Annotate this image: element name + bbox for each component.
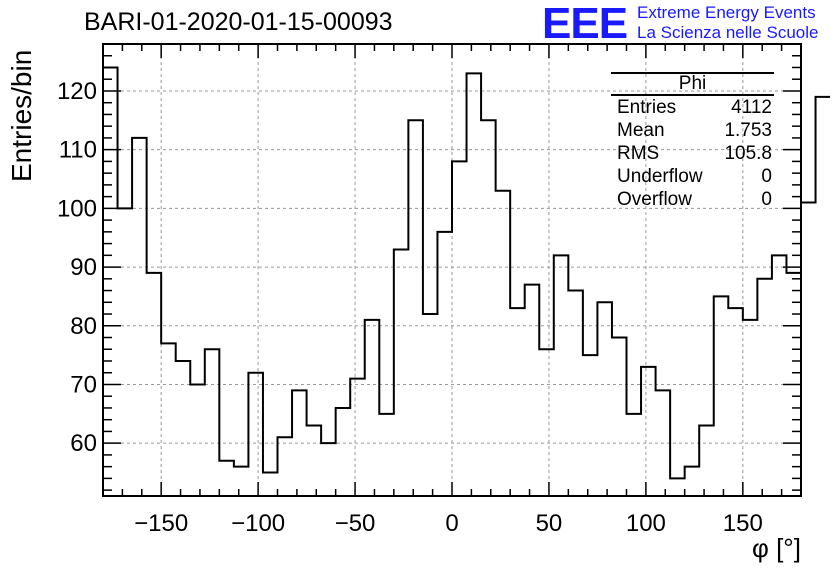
- y-tick-label: 100: [57, 195, 97, 222]
- x-tick-label: 50: [536, 510, 563, 537]
- x-tick-label: 0: [445, 510, 458, 537]
- stats-label: Mean: [617, 120, 665, 141]
- stats-label: Entries: [617, 97, 677, 118]
- logo-line-2: La Scienza nelle Scuole: [637, 23, 819, 42]
- stats-row: Mean 1.753: [611, 119, 774, 142]
- x-tick-label: −50: [335, 510, 376, 537]
- stats-title: Phi: [611, 72, 774, 96]
- x-tick-label: −100: [231, 510, 285, 537]
- y-tick-label: 60: [70, 430, 97, 457]
- stats-label: Overflow: [617, 189, 692, 210]
- logo-line-1: Extreme Energy Events: [637, 3, 816, 22]
- y-tick-label: 120: [57, 78, 97, 105]
- histogram-line: [103, 66, 831, 480]
- stats-row: Underflow 0: [611, 165, 774, 188]
- chart-title: BARI-01-2020-01-15-00093: [84, 8, 393, 36]
- y-axis-label: Entries/bin: [6, 49, 37, 182]
- y-tick-label: 70: [70, 371, 97, 398]
- y-tick-label: 80: [70, 313, 97, 340]
- stats-value: 105.8: [724, 143, 772, 164]
- stats-value: 0: [761, 189, 772, 210]
- stats-row: Overflow 0: [611, 188, 774, 211]
- stats-label: Underflow: [617, 166, 703, 187]
- axis-ticks: [102, 43, 802, 496]
- x-tick-label: 150: [723, 510, 763, 537]
- x-tick-label: 100: [626, 510, 666, 537]
- y-tick-label: 90: [70, 254, 97, 281]
- eee-logo: EEE: [542, 0, 628, 48]
- stats-value: 1.753: [724, 120, 772, 141]
- x-axis-label: φ [°]: [752, 533, 801, 563]
- stats-value: 4112: [731, 97, 772, 118]
- x-tick-label: −150: [134, 510, 188, 537]
- stats-value: 0: [761, 166, 772, 187]
- stats-box: Phi Entries 4112 Mean 1.753 RMS 105.8 Un…: [611, 72, 774, 211]
- stats-label: RMS: [617, 143, 660, 164]
- y-tick-label: 110: [59, 137, 97, 164]
- axis-tick-labels: −150 −100 −50 0 50 100 150 60 70 80 90 100 110 120: [57, 78, 763, 537]
- stats-row: RMS 105.8: [611, 142, 774, 165]
- stats-row: Entries 4112: [611, 96, 774, 119]
- logo-text: Extreme Energy Events La Scienza nelle S…: [637, 3, 818, 43]
